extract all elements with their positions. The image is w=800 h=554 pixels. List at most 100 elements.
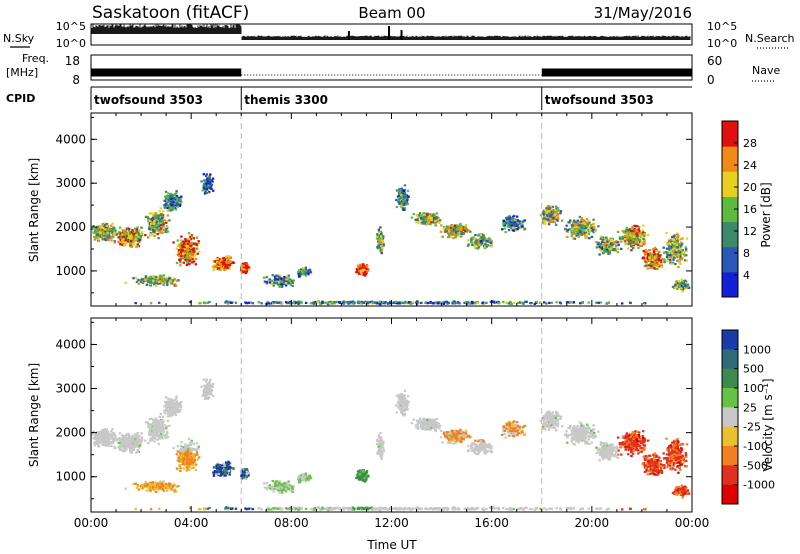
range-gate-cell — [436, 216, 439, 219]
range-gate-cell — [655, 256, 659, 259]
range-gate-cell — [585, 218, 589, 221]
range-gate-cell — [508, 220, 512, 223]
range-gate-cell — [683, 286, 687, 289]
range-gate-cell — [653, 253, 656, 256]
range-gate-cell — [420, 214, 423, 217]
range-gate-cell — [331, 301, 335, 304]
frequency-panel-frame — [90, 54, 693, 81]
range-gate-cell — [669, 253, 672, 257]
range-gate-cell — [674, 286, 677, 289]
range-gate-cell — [97, 443, 100, 446]
range-gate-cell — [356, 301, 360, 304]
range-gate-cell — [405, 194, 409, 197]
range-gate-cell — [157, 282, 160, 285]
range-gate-cell — [245, 267, 248, 270]
range-gate-cell — [226, 302, 230, 305]
range-gate-cell — [263, 276, 266, 279]
range-gate-cell — [575, 234, 578, 237]
range-gate-cell — [104, 222, 107, 225]
range-gate-cell — [362, 301, 366, 304]
range-gate-cell — [677, 247, 681, 250]
range-gate-cell — [277, 283, 280, 286]
range-gate-cell — [607, 242, 610, 245]
range-gate-cell — [220, 259, 224, 262]
range-gate-cell — [600, 247, 604, 250]
range-gate-cell — [643, 252, 646, 255]
range-gate-cell — [607, 251, 610, 254]
range-gate-cell — [576, 233, 580, 236]
range-gate-cell — [180, 243, 183, 246]
range-gate-cell — [242, 268, 246, 271]
range-gate-cell — [608, 246, 611, 249]
range-gate-cell — [153, 229, 156, 232]
range-gate-cell — [627, 232, 630, 235]
range-gate-cell — [279, 302, 282, 305]
range-gate-cell — [247, 267, 250, 271]
range-gate-cell — [618, 237, 622, 240]
freq-label: Freq. — [22, 52, 49, 65]
range-gate-cell — [497, 300, 500, 303]
range-gate-cell — [100, 225, 103, 228]
range-gate-cell — [280, 285, 284, 288]
range-gate-cell — [675, 285, 678, 288]
range-gate-cell — [678, 284, 682, 287]
range-gate-cell — [360, 271, 363, 274]
range-gate-cell — [148, 222, 152, 225]
range-gate-cell — [377, 228, 380, 231]
range-gate-cell — [119, 243, 122, 246]
range-gate-cell — [587, 232, 590, 236]
range-gate-cell — [144, 234, 147, 237]
range-gate-cell — [593, 226, 596, 229]
range-gate-cell — [400, 187, 404, 190]
range-gate-cell — [106, 433, 109, 436]
range-gate-cell — [599, 301, 603, 304]
range-gate-cell — [105, 226, 108, 229]
range-gate-cell — [164, 278, 167, 281]
range-gate-cell — [224, 266, 227, 269]
range-gate-cell — [196, 252, 199, 255]
range-gate-cell — [101, 223, 105, 226]
range-gate-cell — [147, 217, 150, 220]
range-gate-cell — [423, 222, 427, 225]
range-gate-cell — [680, 237, 683, 240]
range-gate-cell — [378, 246, 382, 249]
range-gate-cell — [554, 218, 557, 221]
range-gate-cell — [292, 301, 296, 305]
range-gate-cell — [123, 244, 126, 247]
range-gate-cell — [217, 260, 220, 263]
range-gate-cell — [424, 301, 427, 305]
colorbar-tick-label: 16 — [743, 203, 757, 216]
range-gate-cell — [349, 302, 352, 305]
colorbar-swatch — [722, 246, 738, 273]
range-gate-cell — [543, 221, 546, 224]
range-gate-cell — [177, 279, 180, 282]
range-gate-cell — [97, 445, 101, 448]
range-gate-cell — [105, 235, 109, 238]
range-gate-cell — [150, 227, 153, 230]
range-gate-cell — [584, 231, 588, 234]
range-gate-cell — [629, 242, 632, 245]
range-gate-cell — [638, 234, 642, 237]
range-gate-cell — [467, 229, 471, 232]
range-gate-cell — [343, 301, 347, 304]
range-gate-cell — [190, 248, 193, 251]
range-gate-cell — [432, 216, 436, 220]
range-gate-cell — [676, 284, 679, 287]
range-gate-cell — [470, 300, 474, 303]
range-gate-cell — [164, 276, 168, 280]
range-gate-cell — [629, 233, 632, 236]
range-gate-cell — [188, 242, 191, 245]
range-gate-cell — [190, 235, 194, 238]
range-gate-cell — [156, 225, 159, 228]
range-gate-cell — [148, 219, 151, 222]
range-gate-cell — [677, 259, 680, 262]
range-gate-cell — [422, 220, 426, 223]
range-gate-cell — [287, 276, 290, 279]
range-gate-cell — [446, 302, 449, 305]
range-gate-cell — [99, 236, 102, 239]
range-gate-cell — [166, 204, 169, 207]
range-gate-cell — [189, 256, 192, 259]
range-gate-cell — [294, 301, 298, 304]
range-gate-cell — [158, 278, 162, 281]
range-gate-cell — [158, 301, 161, 304]
